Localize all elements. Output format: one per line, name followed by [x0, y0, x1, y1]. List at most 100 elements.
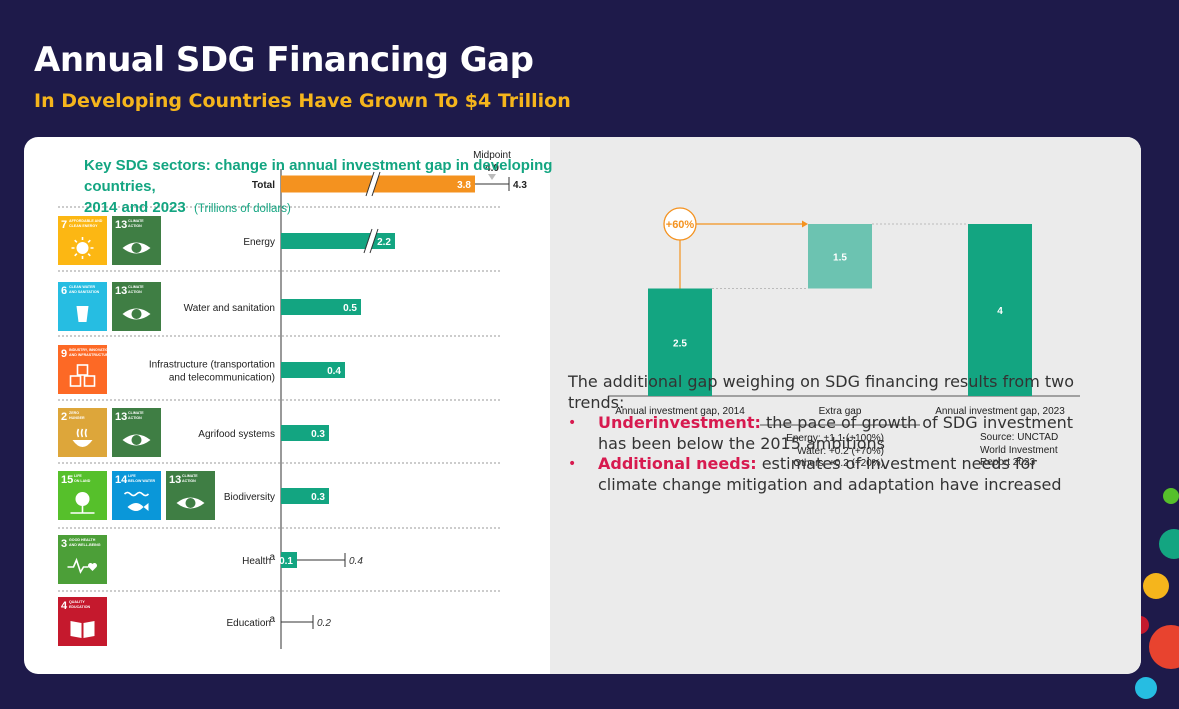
category-superscript: a: [269, 552, 275, 563]
sun-ray: [74, 239, 78, 243]
heartbeat-icon: [67, 557, 97, 574]
midpoint-label: Midpoint: [473, 150, 511, 161]
bar: [281, 175, 475, 193]
heart-shape: [88, 563, 97, 571]
bar: [281, 552, 297, 568]
sdg-goal-title: AFFORDABLE AND: [69, 219, 103, 223]
sun-power-icon: [71, 237, 94, 259]
sdg-goal-title: EDUCATION: [69, 605, 90, 609]
sdg-tile-background: [112, 282, 161, 331]
tree-icon: [70, 492, 95, 514]
glass-shape: [76, 306, 89, 322]
waterfall-bar-label: 2.5: [673, 338, 687, 349]
waterfall-bar-label: 4: [997, 306, 1003, 317]
category-label: Water and sanitation: [184, 303, 275, 314]
sdg-goal-title: AND INFRASTRUCTURE: [69, 353, 112, 357]
sun-ray: [87, 253, 91, 257]
waterfall-chart: 2.5 Annual investment gap, 2014 1.5 Extra g…: [608, 207, 1080, 426]
sdg-goal-number: 6: [61, 285, 67, 297]
sdg-goal-title: CLEAN WATER: [69, 285, 95, 289]
badge-arrow-head: [802, 220, 808, 228]
sdg-goal-number: 3: [61, 538, 67, 550]
x-category-label: Extra gap: [819, 406, 862, 417]
chart-title-line-1: Key SDG sectors: change in annual invest…: [84, 157, 553, 195]
sdg-tile-background: [58, 597, 107, 646]
sdg-goal-title: ACTION: [128, 416, 142, 420]
target-value-label: 0.4: [349, 556, 363, 567]
globe-shape: [185, 498, 196, 508]
sector-gap-chart: Total 3.8 4.3 Energy 2.2 Water and sanitation…: [58, 150, 527, 649]
chart-title-line-2: 2014 and 2023: [84, 199, 186, 216]
sdg-goal-number: 4: [61, 600, 68, 612]
decorative-pattern: [1119, 449, 1179, 709]
sdg-goal-title: BELOW WATER: [128, 479, 155, 483]
eye-globe-icon: [122, 308, 151, 320]
sdg-goal-title: ACTION: [128, 290, 142, 294]
sun-shape: [76, 242, 89, 254]
trend-item: Underinvestment: the pace of growth of S…: [568, 413, 1098, 454]
fish-icon: [123, 491, 150, 511]
sdg-goal-title: ON LAND: [74, 479, 91, 483]
cube-shape: [69, 375, 82, 387]
sdg-goal-number: 7: [61, 219, 67, 231]
trends-text: The additional gap weighing on SDG finan…: [568, 372, 1098, 495]
bar-value-label: 0.3: [311, 492, 325, 503]
bar: [281, 362, 345, 378]
axis-break-gap: [364, 228, 378, 254]
bar-value-label: 3.8: [457, 180, 471, 191]
globe-shape: [131, 309, 142, 319]
growth-badge-label: +60%: [666, 219, 695, 231]
category-label: Education: [227, 618, 271, 629]
sdg-goal-title: LIFE: [74, 474, 82, 478]
waterfall-bar: [648, 288, 712, 396]
sdg-goal-number: 13: [115, 411, 127, 423]
sdg-goal-title: CLIMATE: [182, 474, 198, 478]
target-value-label: 4.3: [513, 180, 527, 191]
waterfall-bar-label: 1.5: [833, 252, 847, 263]
midpoint-value: 4.0: [485, 163, 499, 174]
x-category-label: Annual investment gap, 2014: [615, 406, 745, 417]
sun-ray: [87, 239, 91, 243]
target-value-label: 0.2: [317, 618, 331, 629]
category-label: Agrifood systems: [198, 429, 275, 440]
sdg-goal-number: 9: [61, 348, 67, 360]
bar-value-label: 0.4: [327, 366, 341, 377]
category-label: Infrastructure (transportation and teleco…: [149, 360, 275, 384]
axis-break-mark: [365, 171, 375, 197]
sdg-goal-number: 14: [115, 474, 128, 486]
sdg-goal-number: 13: [169, 474, 181, 486]
sdg-tile-background: [112, 216, 161, 265]
trend-item-title: Additional needs:: [598, 454, 757, 473]
category-label: Total: [252, 180, 275, 191]
content-card: Total 3.8 4.3 Energy 2.2 Water and sanitation…: [24, 137, 1141, 674]
trend-item-text: the pace of growth of SDG investment has…: [598, 413, 1074, 453]
axis-break-gap: [366, 171, 380, 197]
axis-break-mark: [371, 171, 381, 197]
page-title: Annual SDG Financing Gap: [34, 40, 534, 80]
steam-shape: [76, 428, 88, 438]
fish-shape: [127, 503, 149, 511]
sdg-tile-background: [112, 408, 161, 457]
book-icon: [70, 621, 95, 638]
category-label: Health: [242, 556, 271, 567]
sdg-goal-number: 13: [115, 219, 127, 231]
globe-shape: [131, 435, 142, 445]
eye-globe-icon: [176, 497, 205, 509]
bowl-icon: [72, 428, 93, 447]
sdg-goal-title: ACTION: [128, 224, 142, 228]
sdg-goal-title: CLIMATE: [128, 219, 144, 223]
sdg-goal-number: 15: [61, 474, 73, 486]
bar-value-label: 0.3: [311, 429, 325, 440]
eye-globe-icon: [122, 242, 151, 254]
sdg-goal-title: ACTION: [182, 479, 196, 483]
page-subtitle: In Developing Countries Have Grown To $4…: [34, 90, 571, 112]
sun-ray: [74, 253, 78, 257]
waterfall-bar: [808, 224, 872, 289]
